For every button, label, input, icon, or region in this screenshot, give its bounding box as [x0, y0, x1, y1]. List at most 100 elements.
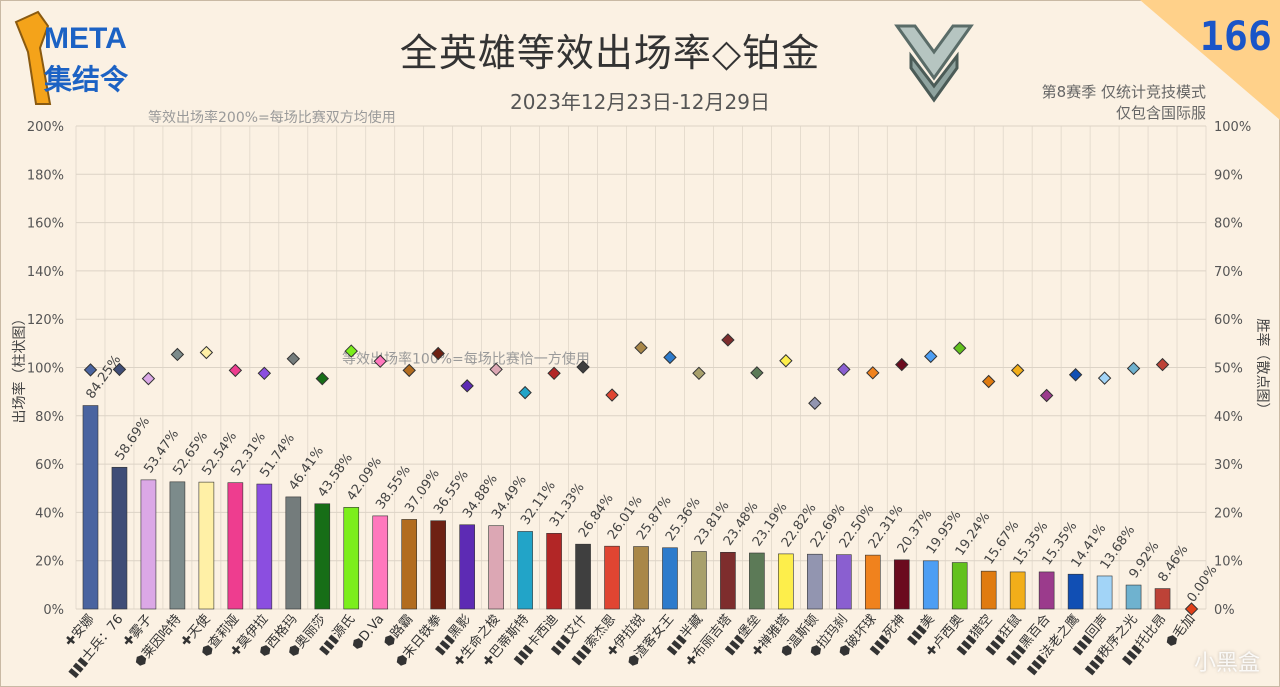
y-tick-right: 20% [1214, 506, 1243, 521]
win-rate-point [721, 333, 735, 347]
win-rate-point [605, 388, 619, 402]
win-rate-point [1010, 363, 1025, 378]
win-rate-point [431, 346, 445, 361]
win-rate-point [1184, 602, 1199, 616]
bar [836, 554, 852, 610]
bar [1067, 573, 1084, 610]
y-tick-left: 40% [35, 506, 64, 521]
y-tick-right: 30% [1214, 458, 1243, 473]
meta-logo [10, 8, 140, 108]
bar [691, 551, 707, 610]
win-rate-point [373, 354, 387, 368]
y-tick-left: 20% [35, 555, 64, 570]
bar [430, 520, 446, 610]
win-rate-point [170, 347, 185, 362]
bar [807, 553, 823, 610]
bar [111, 466, 128, 610]
bar [604, 545, 620, 610]
bar [169, 481, 186, 610]
y-tick-right: 80% [1214, 217, 1243, 232]
scope-note-line1: 第8赛季 仅统计竞技模式 [1041, 83, 1206, 101]
scope-note: 第8赛季 仅统计竞技模式 仅包含国际服 [1042, 82, 1206, 124]
bar [227, 482, 244, 610]
win-rate-point [228, 363, 243, 378]
bar [893, 559, 910, 610]
win-rate-point [489, 362, 503, 377]
win-rate-point [402, 363, 416, 378]
y-tick-right: 100% [1214, 120, 1251, 135]
bar [1154, 588, 1171, 610]
trophy-icon [14, 10, 52, 105]
win-rate-point [981, 374, 996, 389]
bar [372, 515, 389, 610]
reference-note: 等效出场率200%=每场比赛双方均使用 [148, 109, 396, 126]
y-tick-left: 60% [35, 458, 64, 473]
scope-note-line2: 仅包含国际服 [1115, 104, 1206, 122]
bar [749, 552, 765, 610]
win-rate-point [663, 350, 677, 365]
bar [517, 531, 533, 610]
win-rate-point [112, 362, 127, 377]
y-tick-right: 0% [1214, 603, 1235, 618]
bar [662, 547, 678, 610]
bar [778, 553, 794, 610]
bar [1096, 575, 1113, 610]
bar [401, 519, 418, 610]
win-rate-point [199, 345, 214, 360]
y-axis-label-left: 出场率（柱状图） [11, 312, 28, 424]
bar-value-label: 84.25% [83, 353, 124, 402]
bar [198, 481, 215, 610]
season-number: 166 [1199, 14, 1272, 60]
platinum-rank-icon [893, 22, 975, 108]
bar [1125, 584, 1142, 610]
win-rate-point [257, 366, 272, 381]
bar [864, 554, 881, 610]
season-badge [1140, 0, 1280, 120]
y-tick-left: 200% [27, 120, 64, 135]
logo-title: META [44, 22, 127, 55]
y-tick-right: 10% [1214, 555, 1243, 570]
win-rate-point [1126, 361, 1141, 376]
win-rate-point [953, 341, 967, 355]
win-rate-point [315, 371, 329, 386]
y-axis-label-right: 胜率（散点图） [1254, 319, 1271, 417]
y-tick-right: 50% [1214, 362, 1243, 377]
win-rate-point [344, 344, 358, 358]
page-title: 全英雄等效出场率◇铂金 [399, 31, 821, 75]
y-tick-left: 160% [27, 217, 64, 232]
win-rate-point [1068, 368, 1083, 382]
win-rate-point [576, 360, 590, 374]
win-rate-point [634, 340, 648, 355]
bar [951, 562, 968, 610]
bar [922, 560, 939, 610]
win-rate-point [460, 379, 474, 393]
bar [488, 525, 504, 610]
win-rate-point [750, 366, 764, 380]
win-rate-point [866, 366, 880, 380]
win-rate-point [779, 354, 793, 368]
win-rate-point [547, 366, 561, 381]
bar [82, 405, 99, 610]
win-rate-point [808, 396, 822, 410]
win-rate-point [141, 371, 156, 386]
bar [1038, 571, 1055, 610]
reference-note: 等效出场率100%=每场比赛恰一方使用 [342, 351, 590, 368]
bar [314, 503, 331, 610]
bar [1009, 571, 1026, 610]
date-range: 2023年12月23日-12月29日 [510, 90, 770, 114]
y-tick-left: 120% [27, 313, 64, 328]
y-tick-right: 70% [1214, 265, 1243, 280]
win-rate-point [286, 352, 301, 366]
bar [459, 524, 475, 610]
bar [546, 533, 562, 610]
win-rate-point [1097, 371, 1112, 385]
y-tick-left: 100% [27, 362, 64, 377]
win-rate-point [924, 349, 938, 364]
win-rate-point [837, 362, 851, 377]
bar [720, 551, 736, 610]
win-rate-point [1039, 388, 1054, 403]
win-rate-point [895, 357, 909, 372]
bar [343, 507, 360, 610]
y-tick-left: 140% [27, 265, 64, 280]
y-tick-right: 60% [1214, 313, 1243, 328]
